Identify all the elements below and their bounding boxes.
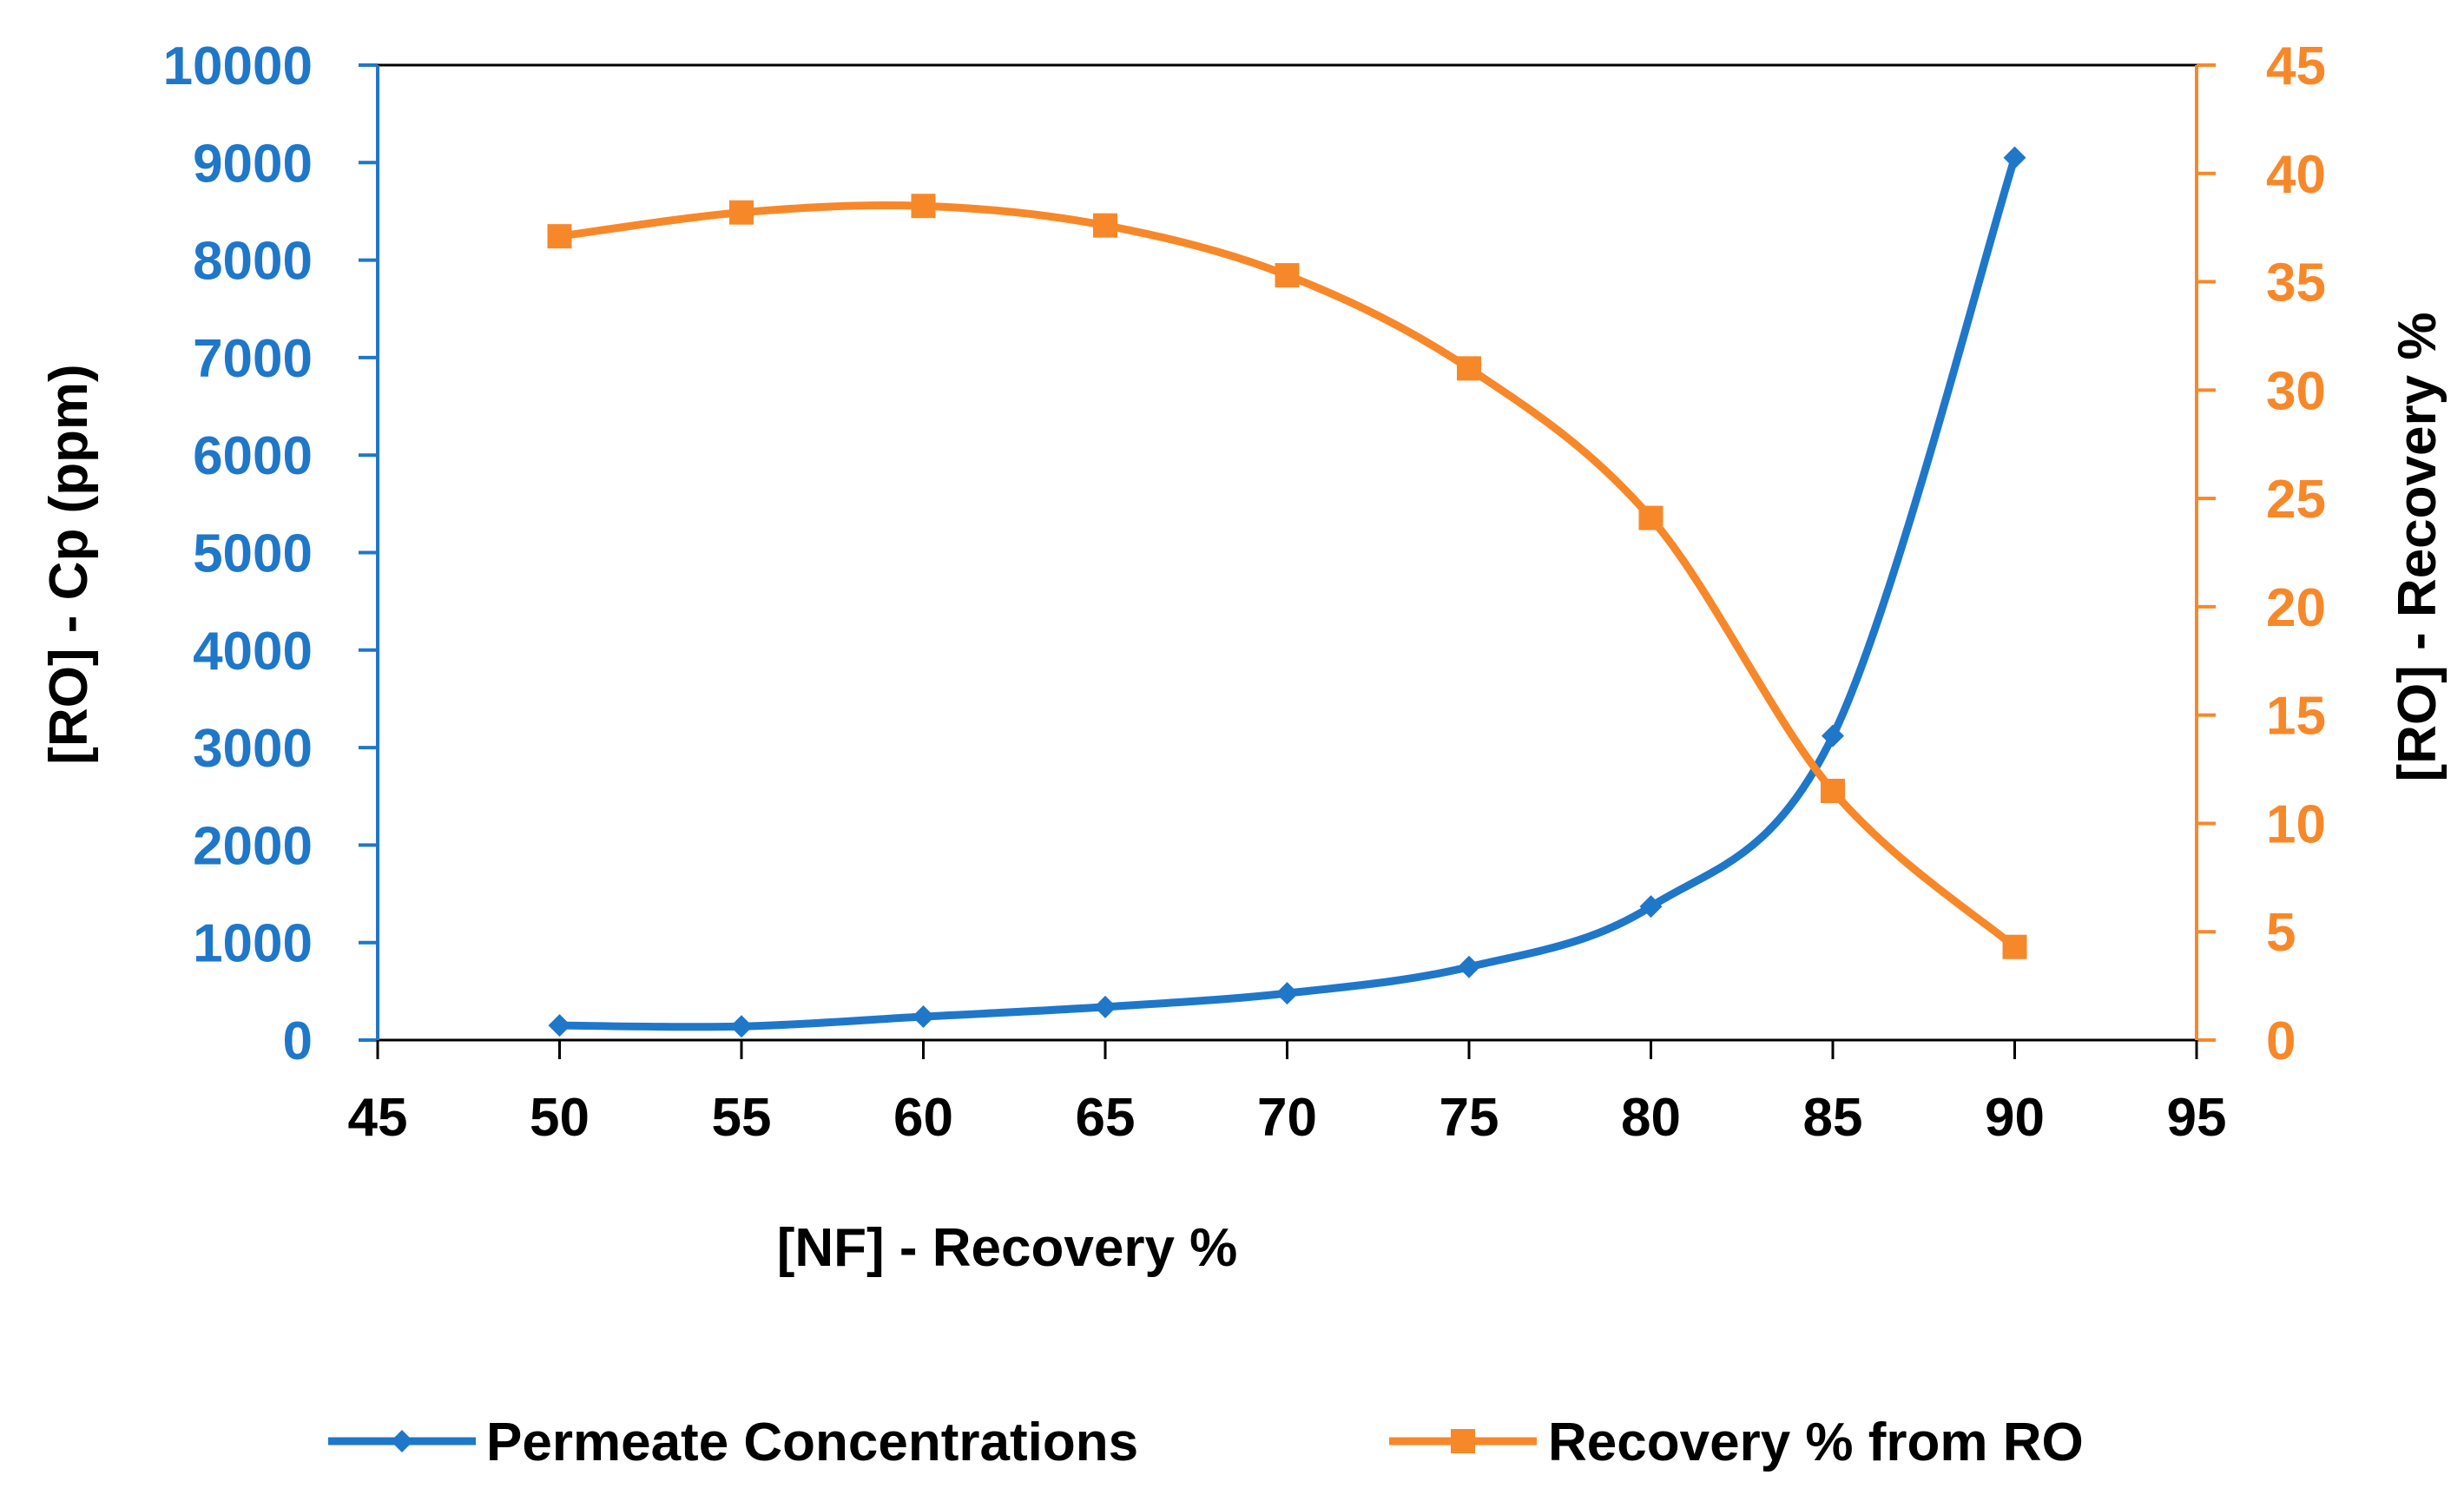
- data-point: [1275, 263, 1300, 288]
- right-tick-label: 40: [2266, 145, 2326, 205]
- legend: Permeate Concentrations Recovery % from R…: [328, 1413, 2084, 1472]
- right-tick-label: 0: [2266, 1011, 2296, 1071]
- data-point: [730, 1015, 753, 1038]
- x-tick-label: 90: [1985, 1088, 2045, 1148]
- legend-label: Permeate Concentrations: [486, 1413, 1138, 1472]
- x-tick-label: 75: [1440, 1088, 1499, 1148]
- data-point: [1094, 995, 1117, 1018]
- data-point: [1638, 505, 1664, 530]
- x-tick-label: 65: [1076, 1088, 1136, 1148]
- x-tick-label: 85: [1803, 1088, 1863, 1148]
- left-tick-label: 10000: [163, 36, 313, 96]
- series-permeate-concentrations: [548, 146, 2026, 1038]
- data-point: [548, 1014, 571, 1037]
- data-point: [1821, 779, 1845, 804]
- right-tick-label: 20: [2266, 578, 2326, 638]
- series-recovery-from-ro: [547, 194, 2027, 959]
- right-tick-label: 15: [2266, 687, 2326, 747]
- right-tick-label: 35: [2266, 254, 2326, 313]
- right-axis-title: [RO] - Recovery %: [2388, 313, 2448, 782]
- right-tick-label: 5: [2266, 903, 2296, 963]
- right-tick-label: 10: [2266, 794, 2326, 854]
- series-layer: [547, 146, 2027, 1038]
- left-tick-label: 0: [283, 1011, 313, 1071]
- data-point: [2002, 934, 2027, 959]
- left-tick-label: 3000: [193, 719, 313, 779]
- left-tick-label: 1000: [193, 914, 313, 974]
- data-point: [1457, 356, 1481, 381]
- right-tick-label: 30: [2266, 361, 2326, 421]
- left-tick-label: 4000: [193, 622, 313, 682]
- x-tick-label: 55: [712, 1088, 772, 1148]
- left-tick-label: 5000: [193, 524, 313, 584]
- x-tick-label: 50: [530, 1088, 590, 1148]
- data-point: [2003, 146, 2026, 169]
- x-axis-title: [NF] - Recovery %: [777, 1218, 1238, 1278]
- plot-area: [376, 63, 2198, 1042]
- x-tick-label: 95: [2167, 1088, 2227, 1148]
- data-point: [911, 194, 936, 219]
- x-tick-label: 45: [348, 1088, 408, 1148]
- right-tick-label: 25: [2266, 470, 2326, 530]
- left-tick-label: 6000: [193, 426, 313, 486]
- series-line: [559, 156, 2019, 1031]
- right-tick-label: 45: [2266, 36, 2326, 96]
- legend-marker: [391, 1430, 413, 1452]
- x-tick-label: 60: [893, 1088, 953, 1148]
- left-tick-label: 8000: [193, 232, 313, 292]
- legend-marker: [1451, 1429, 1475, 1453]
- data-point: [1458, 955, 1480, 978]
- legend-label: Recovery % from RO: [1548, 1413, 2084, 1472]
- data-point: [1275, 982, 1299, 1005]
- left-axis-ticks: 0 1000 2000 3000 4000 5000 6000 7000 8000 9000 100…: [163, 36, 378, 1071]
- right-axis-ticks: 0 5 10 15 20 25 30 35 40 45: [2197, 36, 2326, 1071]
- series-line: [558, 201, 2018, 951]
- x-tick-label: 70: [1257, 1088, 1317, 1148]
- data-point: [547, 224, 572, 249]
- x-axis-ticks: 45 50 55 60 65 70 75 80 85 90 95: [348, 1040, 2227, 1148]
- data-point: [1093, 213, 1117, 238]
- data-point: [729, 200, 754, 225]
- data-point: [1822, 724, 1844, 748]
- x-tick-label: 80: [1621, 1088, 1681, 1148]
- data-point: [912, 1005, 935, 1029]
- left-axis-title: [RO] - Cp (ppm): [39, 364, 99, 764]
- left-tick-label: 7000: [193, 329, 313, 389]
- left-tick-label: 2000: [193, 816, 313, 876]
- data-point: [1639, 895, 1663, 919]
- left-tick-label: 9000: [193, 134, 313, 194]
